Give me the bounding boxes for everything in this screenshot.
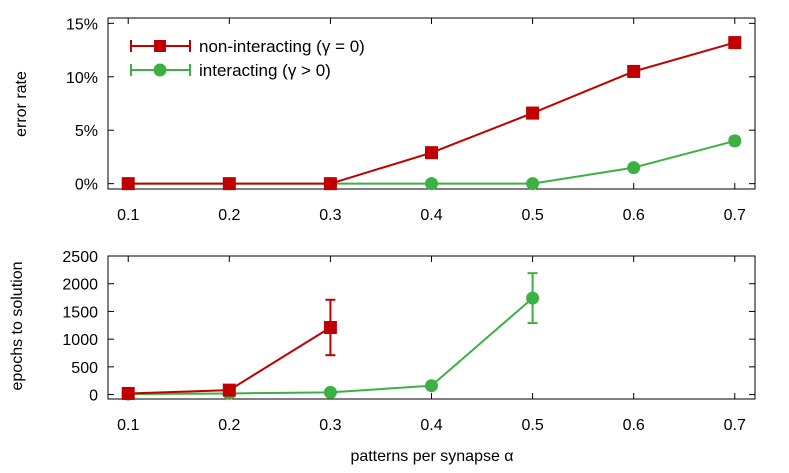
bottom-x-tick-label: 0.6 — [623, 417, 645, 434]
top-x-tick-label: 0.6 — [623, 207, 645, 224]
top-axis-ticks: 0.1 0.2 0.3 0.4 0.5 0.6 0.7 0% 5% 10% 15% — [66, 16, 755, 224]
bottom-axis-ticks: 0.1 0.2 0.3 0.4 0.5 0.6 0.7 0 500 1000 1500 2000 250… — [62, 249, 755, 434]
legend-entry-non-interacting: non-interacting (γ = 0) — [130, 37, 365, 56]
top-point-interacting — [728, 134, 742, 148]
top-x-tick-label: 0.3 — [319, 207, 341, 224]
bottom-plot-frame — [107, 255, 756, 400]
bottom-point-non-interacting — [222, 383, 236, 397]
bottom-y-tick-label: 2500 — [62, 249, 98, 266]
bottom-panel-epochs: epochs to solution patterns per synapse … — [9, 249, 756, 465]
x-axis-label: patterns per synapse α — [350, 448, 513, 465]
bottom-y-tick-label: 500 — [71, 360, 98, 377]
bottom-point-non-interacting — [323, 321, 337, 334]
top-point-interacting — [627, 161, 641, 175]
top-y-tick-label: 0% — [75, 177, 98, 194]
bottom-point-interacting — [323, 385, 337, 399]
top-point-interacting — [526, 177, 540, 191]
top-legend: non-interacting (γ = 0) interacting (γ >… — [130, 37, 365, 80]
bottom-y-tick-label: 1500 — [62, 304, 98, 321]
top-point-non-interacting — [222, 177, 236, 191]
top-panel-error-rate: error rate 0.1 0.2 0.3 0.4 0.5 0.6 0.7 0% 5% 10% 1… — [13, 16, 756, 224]
top-point-non-interacting — [425, 146, 438, 160]
bottom-x-tick-label: 0.7 — [724, 417, 746, 434]
top-point-interacting — [425, 177, 438, 191]
top-point-non-interacting — [121, 177, 135, 191]
legend-entry-interacting: interacting (γ > 0) — [130, 61, 331, 80]
legend-marker-square — [154, 40, 166, 52]
bottom-x-tick-label: 0.5 — [521, 417, 543, 434]
bottom-point-non-interacting — [121, 386, 135, 400]
legend-label-non-interacting: non-interacting (γ = 0) — [199, 37, 365, 56]
top-point-non-interacting — [323, 177, 337, 191]
bottom-series-group — [121, 272, 540, 401]
legend-marker-circle — [153, 63, 167, 77]
top-point-non-interacting — [526, 106, 540, 120]
top-y-tick-label: 5% — [75, 123, 98, 140]
bottom-x-tick-label: 0.3 — [319, 417, 341, 434]
top-point-non-interacting — [627, 64, 641, 78]
bottom-x-tick-label: 0.4 — [420, 417, 442, 434]
legend-label-interacting: interacting (γ > 0) — [199, 61, 331, 80]
top-x-tick-label: 0.4 — [420, 207, 442, 224]
top-y-tick-label: 15% — [66, 16, 98, 33]
top-y-tick-label: 10% — [66, 70, 98, 87]
top-y-axis-label: error rate — [13, 71, 30, 137]
bottom-x-tick-label: 0.1 — [117, 417, 139, 434]
bottom-point-interacting — [526, 291, 540, 305]
bottom-y-tick-label: 2000 — [62, 277, 98, 294]
bottom-y-tick-label: 1000 — [62, 332, 98, 349]
bottom-y-tick-label: 0 — [89, 388, 98, 405]
bottom-y-axis-label: epochs to solution — [9, 262, 26, 391]
top-x-tick-label: 0.2 — [218, 207, 240, 224]
bottom-line-non-interacting — [128, 326, 331, 395]
top-x-tick-label: 0.1 — [117, 207, 139, 224]
bottom-x-tick-label: 0.2 — [218, 417, 240, 434]
top-series-group — [121, 36, 742, 191]
top-x-tick-label: 0.5 — [521, 207, 543, 224]
top-point-non-interacting — [728, 36, 742, 50]
top-x-tick-label: 0.7 — [724, 207, 746, 224]
bottom-point-interacting — [425, 379, 438, 393]
